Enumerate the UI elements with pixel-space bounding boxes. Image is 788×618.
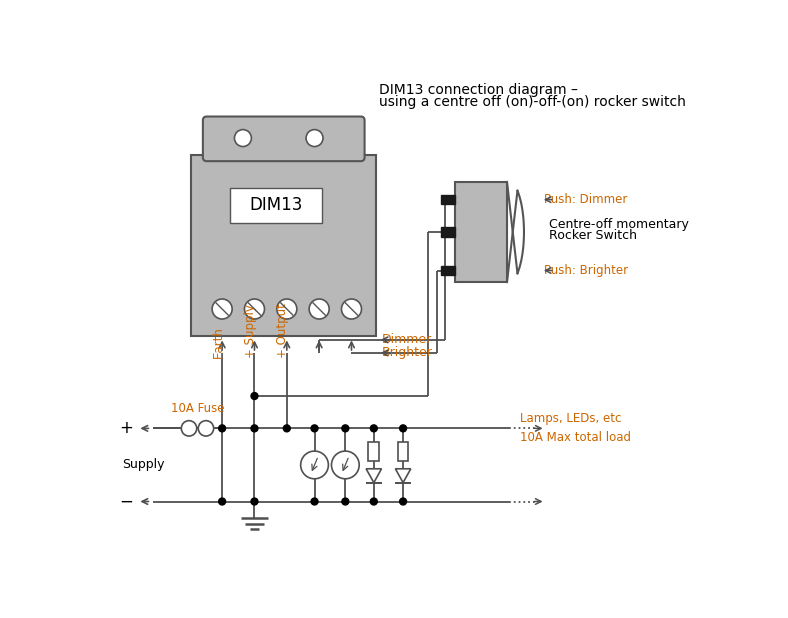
Text: Brighter: Brighter bbox=[381, 347, 433, 360]
Text: Push: Brighter: Push: Brighter bbox=[544, 264, 628, 277]
Text: Push: Dimmer: Push: Dimmer bbox=[544, 193, 627, 206]
Circle shape bbox=[342, 498, 349, 505]
Circle shape bbox=[311, 425, 318, 432]
Text: + Output: + Output bbox=[276, 303, 289, 358]
Circle shape bbox=[370, 425, 377, 432]
Circle shape bbox=[341, 299, 362, 319]
Text: using a centre off (on)-off-(on) rocker switch: using a centre off (on)-off-(on) rocker … bbox=[379, 95, 686, 109]
Circle shape bbox=[284, 425, 290, 432]
Circle shape bbox=[251, 392, 258, 399]
Bar bbox=[398, 442, 408, 461]
Circle shape bbox=[235, 130, 251, 146]
Circle shape bbox=[181, 421, 197, 436]
Circle shape bbox=[251, 498, 258, 505]
Circle shape bbox=[311, 498, 318, 505]
Polygon shape bbox=[366, 469, 381, 483]
Circle shape bbox=[370, 498, 377, 505]
Bar bbox=[230, 188, 322, 222]
FancyBboxPatch shape bbox=[203, 117, 365, 161]
Circle shape bbox=[306, 130, 323, 146]
Text: Supply: Supply bbox=[122, 459, 165, 472]
Circle shape bbox=[309, 299, 329, 319]
Text: DIM13 connection diagram –: DIM13 connection diagram – bbox=[379, 83, 578, 98]
Text: + Supply: + Supply bbox=[243, 303, 257, 358]
Bar bbox=[440, 195, 455, 205]
Bar bbox=[455, 182, 507, 282]
Bar bbox=[440, 227, 455, 237]
Circle shape bbox=[301, 451, 329, 479]
Text: +: + bbox=[120, 420, 134, 438]
Text: Lamps, LEDs, etc: Lamps, LEDs, etc bbox=[520, 412, 622, 425]
Circle shape bbox=[199, 421, 214, 436]
Circle shape bbox=[332, 451, 359, 479]
Text: 10A Max total load: 10A Max total load bbox=[520, 431, 631, 444]
Circle shape bbox=[251, 425, 258, 432]
Circle shape bbox=[400, 498, 407, 505]
Text: −: − bbox=[120, 493, 134, 510]
Circle shape bbox=[400, 425, 407, 432]
Circle shape bbox=[342, 425, 349, 432]
Bar bbox=[369, 442, 379, 461]
Circle shape bbox=[244, 299, 265, 319]
Text: 10A Fuse: 10A Fuse bbox=[171, 402, 225, 415]
Circle shape bbox=[218, 498, 225, 505]
Circle shape bbox=[218, 425, 225, 432]
Bar bbox=[191, 155, 376, 336]
Circle shape bbox=[212, 299, 232, 319]
Text: DIM13: DIM13 bbox=[249, 196, 303, 214]
Text: Rocker Switch: Rocker Switch bbox=[549, 229, 637, 242]
Text: Earth: Earth bbox=[211, 326, 225, 358]
Text: Dimmer: Dimmer bbox=[381, 333, 432, 346]
Circle shape bbox=[277, 299, 297, 319]
Bar bbox=[440, 266, 455, 275]
Text: Centre-off momentary: Centre-off momentary bbox=[549, 218, 690, 231]
Polygon shape bbox=[396, 469, 411, 483]
